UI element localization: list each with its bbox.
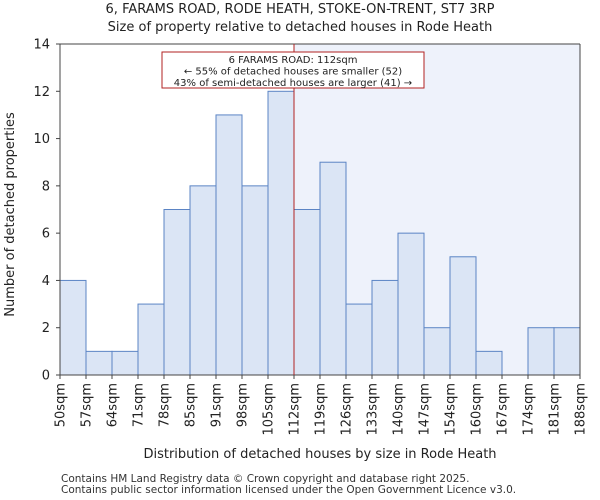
x-tick-label: 119sqm: [314, 383, 329, 436]
y-tick-label: 12: [33, 85, 50, 100]
x-tick-label: 147sqm: [418, 383, 433, 436]
histogram-bar: [397, 232, 425, 376]
x-tick-label: 174sqm: [522, 383, 537, 436]
histogram-bar: [137, 303, 165, 376]
y-tick-label: 4: [42, 274, 50, 289]
x-tick-label: 126sqm: [340, 383, 355, 436]
x-tick-label: 188sqm: [574, 383, 589, 436]
histogram-bar: [85, 350, 113, 376]
x-tick-label: 57sqm: [80, 383, 95, 427]
histogram-bar: [293, 209, 321, 376]
y-tick-label: 10: [33, 132, 50, 147]
x-tick-label: 140sqm: [392, 383, 407, 436]
x-tick-label: 91sqm: [210, 383, 225, 427]
x-tick-label: 98sqm: [236, 383, 251, 427]
chart-title-address: 6, FARAMS ROAD, RODE HEATH, STOKE-ON-TRE…: [105, 2, 495, 17]
histogram-bar: [423, 327, 451, 376]
x-tick-label: 64sqm: [106, 383, 121, 427]
x-tick-label: 167sqm: [496, 383, 511, 436]
annotation-box: [161, 51, 425, 89]
y-tick-label: 8: [42, 179, 50, 194]
histogram-bar: [553, 327, 581, 376]
x-tick-label: 112sqm: [288, 383, 303, 436]
x-tick-label: 71sqm: [132, 383, 147, 427]
histogram-bar: [267, 90, 295, 376]
annotation-line-1: 6 FARAMS ROAD: 112sqm: [229, 55, 358, 66]
histogram-bar: [163, 209, 191, 376]
histogram-bar: [527, 327, 555, 376]
x-tick-label: 181sqm: [548, 383, 563, 436]
x-tick-label: 160sqm: [470, 383, 485, 436]
y-tick-label: 2: [42, 321, 50, 336]
y-axis-title: Number of detached properties: [3, 112, 18, 317]
annotation-line-3: 43% of semi-detached houses are larger (…: [174, 78, 412, 89]
x-tick-label: 154sqm: [444, 383, 459, 436]
histogram-bar: [319, 161, 347, 376]
y-tick-label: 6: [42, 227, 50, 242]
x-axis-title: Distribution of detached houses by size …: [143, 447, 496, 462]
histogram-bar: [111, 350, 139, 376]
y-tick-label: 14: [33, 38, 50, 53]
histogram-bar: [345, 303, 373, 376]
x-tick-label: 78sqm: [158, 383, 173, 427]
y-tick-label: 0: [42, 369, 50, 384]
histogram-bar: [189, 185, 217, 376]
histogram-bar: [475, 350, 503, 376]
chart-title-subtitle: Size of property relative to detached ho…: [107, 20, 493, 35]
x-tick-label: 50sqm: [54, 383, 69, 427]
histogram-bar: [371, 279, 399, 376]
annotation-line-2: ← 55% of detached houses are smaller (52…: [184, 67, 402, 78]
histogram-bar: [215, 114, 243, 376]
histogram-bar: [449, 256, 477, 376]
histogram-bar: [59, 279, 87, 376]
footer-licence: Contains public sector information licen…: [61, 484, 517, 496]
x-tick-label: 133sqm: [366, 383, 381, 436]
footer-copyright: Contains HM Land Registry data © Crown c…: [61, 473, 470, 485]
histogram-bar: [241, 185, 269, 376]
x-tick-label: 105sqm: [262, 383, 277, 436]
x-tick-label: 85sqm: [184, 383, 199, 427]
